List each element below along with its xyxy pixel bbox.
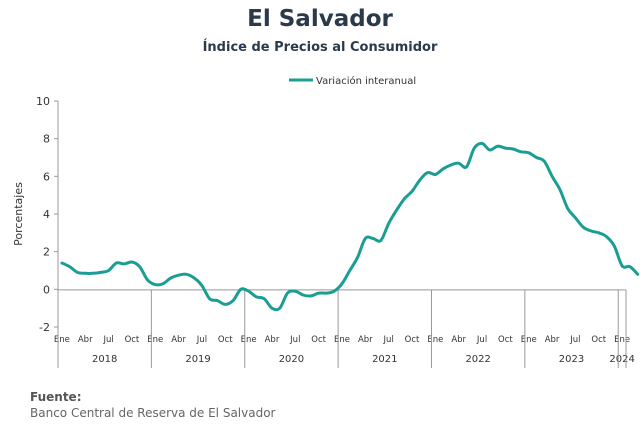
source-text: Banco Central de Reserva de El Salvador bbox=[30, 406, 276, 420]
x-year-label: 2019 bbox=[185, 354, 210, 365]
x-year-label: 2018 bbox=[92, 354, 117, 365]
y-tick-label: 8 bbox=[43, 133, 50, 146]
y-tick-label: 10 bbox=[36, 95, 50, 108]
x-tick-label: Jul bbox=[476, 335, 487, 345]
x-year-label: 2024 bbox=[609, 354, 634, 365]
x-tick-label: Ene bbox=[614, 335, 630, 345]
x-tick-label: Abr bbox=[171, 335, 186, 345]
x-tick-label: Oct bbox=[498, 335, 513, 345]
x-tick-label: Oct bbox=[125, 335, 140, 345]
x-tick-label: Oct bbox=[591, 335, 606, 345]
legend-label: Variación interanual bbox=[316, 75, 416, 87]
y-axis: -2 0 2 4 6 8 10 bbox=[36, 95, 59, 334]
y-tick-label: 4 bbox=[43, 208, 50, 221]
series-line-variacion-interanual bbox=[60, 141, 640, 312]
x-axis: Ene Abr Jul Oct 2018 Ene Abr Jul Oct 2019 Ene Abr Ju… bbox=[54, 289, 635, 368]
y-tick-label: 6 bbox=[43, 170, 50, 183]
legend: Variación interanual bbox=[289, 75, 416, 87]
x-tick-label: Jul bbox=[569, 335, 580, 345]
x-tick-label: Abr bbox=[265, 335, 280, 345]
x-tick-label: Ene bbox=[147, 335, 163, 345]
x-tick-label: Oct bbox=[405, 335, 420, 345]
x-year-label: 2022 bbox=[465, 354, 490, 365]
x-tick-label: Ene bbox=[427, 335, 443, 345]
x-tick-label: Jul bbox=[289, 335, 300, 345]
x-year-label: 2021 bbox=[372, 354, 397, 365]
x-tick-label: Abr bbox=[358, 335, 373, 345]
x-tick-label: Jul bbox=[102, 335, 113, 345]
y-axis-label: Porcentajes bbox=[12, 182, 25, 246]
x-year-label: 2020 bbox=[279, 354, 304, 365]
x-tick-label: Oct bbox=[311, 335, 326, 345]
x-tick-label: Abr bbox=[451, 335, 466, 345]
y-tick-label: 2 bbox=[43, 246, 50, 259]
x-tick-label: Ene bbox=[521, 335, 537, 345]
x-year-label: 2023 bbox=[559, 354, 584, 365]
y-tick-label: 0 bbox=[43, 283, 50, 296]
x-tick-label: Jul bbox=[383, 335, 394, 345]
chart-subtitle: Índice de Precios al Consumidor bbox=[202, 40, 438, 55]
y-tick-label: -2 bbox=[39, 321, 50, 334]
chart-title: El Salvador bbox=[247, 6, 393, 32]
x-tick-label: Ene bbox=[54, 335, 70, 345]
x-tick-label: Abr bbox=[545, 335, 560, 345]
x-tick-label: Oct bbox=[218, 335, 233, 345]
x-tick-label: Ene bbox=[241, 335, 257, 345]
source-label: Fuente: bbox=[30, 390, 82, 404]
x-tick-label: Jul bbox=[196, 335, 207, 345]
x-tick-label: Abr bbox=[78, 335, 93, 345]
x-tick-label: Ene bbox=[334, 335, 350, 345]
